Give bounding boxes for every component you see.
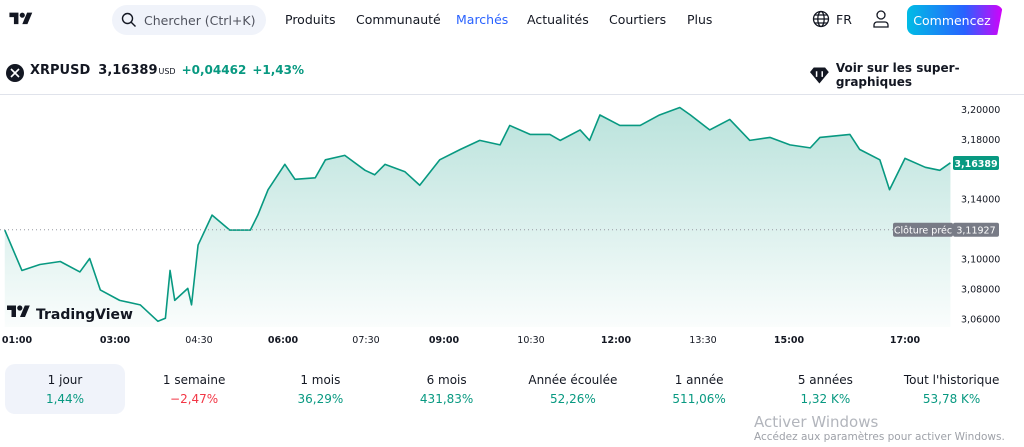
nav-plus[interactable]: Plus — [687, 12, 713, 27]
user-button[interactable] — [872, 9, 890, 33]
y-tick-label: 3,08000 — [961, 284, 1000, 295]
watermark-title: Activer Windows — [754, 413, 879, 431]
price-area-fill — [4, 107, 951, 327]
commencez-button[interactable]: Commencez — [907, 5, 1003, 35]
globe-icon — [812, 10, 830, 28]
period-label: 1 jour — [47, 372, 83, 387]
price: 3,16389 — [98, 63, 158, 78]
period-label: 1 semaine — [162, 372, 226, 387]
price-change-percent: +1,43% — [252, 63, 304, 77]
x-tick-label: 07:30 — [352, 335, 379, 346]
prev-close-title-box — [893, 222, 953, 237]
language-button[interactable]: FR — [812, 10, 852, 28]
period-tabs: 1 jour 1,44% 1 semaine −2,47% 1 mois 36,29% 6 … — [5, 364, 1015, 414]
period-change: 1,32 K% — [800, 391, 851, 406]
nav-produits[interactable]: Produits — [285, 12, 336, 27]
nav-courtiers[interactable]: Courtiers — [609, 12, 667, 27]
prev-close-value: 3,11927 — [956, 226, 995, 237]
prev-close-value-box — [953, 222, 999, 237]
period-change: −2,47% — [170, 391, 219, 406]
y-tick-label: 3,18000 — [961, 135, 1000, 146]
period-tab[interactable]: 1 semaine −2,47% — [131, 364, 257, 414]
x-tick-label: 15:00 — [774, 335, 805, 346]
currency: USD — [158, 67, 176, 76]
y-tick-label: 3,14000 — [961, 195, 1000, 206]
nav-communaute[interactable]: Communauté — [356, 12, 441, 27]
tradingview-watermark-text: TradingView — [36, 307, 133, 323]
period-change: 511,06% — [672, 391, 726, 406]
period-change: 1,44% — [45, 391, 85, 406]
tradingview-logo[interactable] — [6, 10, 36, 32]
nav-actualites[interactable]: Actualités — [527, 12, 589, 27]
y-tick-label: 3,20000 — [961, 105, 1000, 116]
period-tab[interactable]: 6 mois 431,83% — [384, 364, 510, 414]
period-change: 53,78 K% — [922, 391, 981, 406]
tradingview-watermark — [7, 305, 30, 317]
period-tab[interactable]: Tout l'historique 53,78 K% — [889, 364, 1015, 414]
x-tick-label: 09:00 — [429, 335, 460, 346]
last-price-box — [953, 155, 999, 170]
y-tick-label: 3,10000 — [961, 255, 1000, 266]
price-chart[interactable]: Clôture préc 3,11927 3,20000 3,18000 3,14000… — [0, 95, 1024, 355]
period-label: Année écoulée — [528, 372, 618, 387]
period-tab[interactable]: Année écoulée 52,26% — [510, 364, 636, 414]
windows-activation-watermark: Activer Windows Accédez aux paramètres p… — [754, 414, 1005, 443]
super-charts-label: Voir sur les super-graphiques — [835, 61, 960, 89]
period-tab[interactable]: 1 jour 1,44% — [5, 364, 125, 414]
y-tick-label: 3,06000 — [961, 314, 1000, 325]
watermark-subtitle: Accédez aux paramètres pour activer Wind… — [754, 430, 1005, 443]
price-change: +0,04462 — [181, 63, 247, 77]
x-tick-label: 17:00 — [890, 335, 921, 346]
x-tick-label: 01:00 — [2, 335, 33, 346]
period-label: 6 mois — [426, 372, 467, 387]
divider — [0, 94, 1024, 95]
prev-close-title: Clôture préc — [894, 226, 952, 237]
x-tick-label: 03:00 — [100, 335, 131, 346]
super-charts-link[interactable]: Voir sur les super-graphiques — [810, 61, 1024, 89]
period-label: 1 année — [674, 372, 724, 387]
nav-marches[interactable]: Marchés — [456, 12, 509, 27]
language-label: FR — [836, 11, 852, 27]
period-tab[interactable]: 5 années 1,32 K% — [762, 364, 888, 414]
top-nav: Chercher (Ctrl+K) Produits Communauté Ma… — [0, 0, 1024, 40]
period-label: 1 mois — [300, 372, 341, 387]
xrp-icon — [6, 64, 24, 82]
period-label: 5 années — [797, 372, 853, 387]
x-tick-label: 10:30 — [517, 335, 544, 346]
symbol-header: XRPUSD 3,16389 USD +0,04462 +1,43% — [6, 60, 304, 82]
search-icon — [121, 12, 136, 27]
supercharts-icon — [810, 67, 829, 84]
period-label: Tout l'historique — [903, 372, 1000, 387]
last-price-label: 3,16389 — [954, 159, 997, 170]
x-tick-label: 13:30 — [689, 335, 716, 346]
search-input[interactable]: Chercher (Ctrl+K) — [112, 5, 266, 35]
period-change: 52,26% — [549, 391, 596, 406]
period-tab[interactable]: 1 année 511,06% — [636, 364, 762, 414]
price-line — [4, 106, 951, 323]
ticker: XRPUSD — [30, 63, 91, 78]
period-tab[interactable]: 1 mois 36,29% — [257, 364, 383, 414]
period-change: 431,83% — [419, 391, 474, 406]
x-tick-label: 06:00 — [268, 335, 299, 346]
user-icon — [873, 10, 889, 28]
search-placeholder: Chercher (Ctrl+K) — [144, 12, 256, 28]
x-tick-label: 12:00 — [601, 335, 632, 346]
period-change: 36,29% — [297, 391, 344, 406]
x-tick-label: 04:30 — [185, 335, 212, 346]
